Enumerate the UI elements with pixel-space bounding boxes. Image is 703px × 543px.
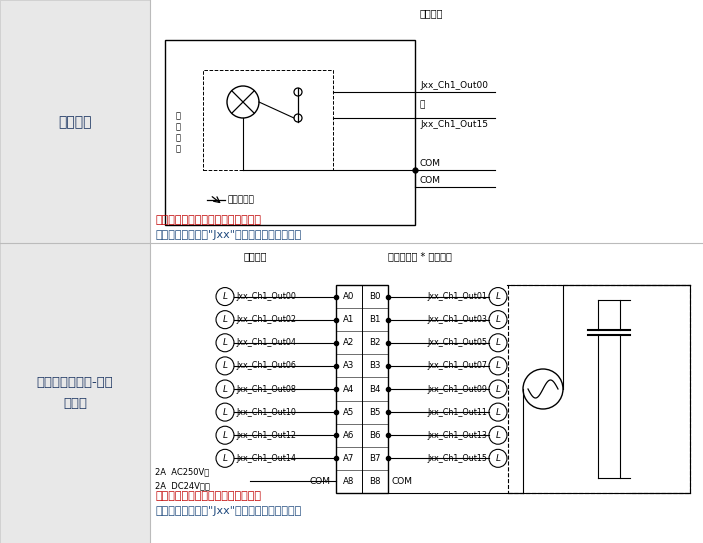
Text: A2: A2 <box>343 338 355 348</box>
Text: 2A  AC250V、: 2A AC250V、 <box>155 467 209 476</box>
Text: 输出指示灯: 输出指示灯 <box>228 195 255 205</box>
Text: Jxx_Ch1_Out15: Jxx_Ch1_Out15 <box>420 120 488 129</box>
Text: COM: COM <box>420 176 441 185</box>
Text: 连接器针脚 * 信号名称: 连接器针脚 * 信号名称 <box>388 251 452 261</box>
Text: 外部连接和端子-设备
变量图: 外部连接和端子-设备 变量图 <box>37 376 113 410</box>
Text: 2A  DC24V以下: 2A DC24V以下 <box>155 481 210 490</box>
Text: 端子的信号名称是设备的变量名称。: 端子的信号名称是设备的变量名称。 <box>155 491 261 501</box>
Bar <box>165 40 415 225</box>
Text: B8: B8 <box>369 477 381 486</box>
Text: Jxx_Ch1_Out08: Jxx_Ch1_Out08 <box>236 384 296 394</box>
Text: Jxx_Ch1_Out03: Jxx_Ch1_Out03 <box>427 315 487 324</box>
Text: Jxx_Ch1_Out00: Jxx_Ch1_Out00 <box>420 81 488 90</box>
Text: Jxx_Ch1_Out10: Jxx_Ch1_Out10 <box>236 408 296 416</box>
Text: L: L <box>223 431 228 440</box>
Text: Jxx_Ch1_Out02: Jxx_Ch1_Out02 <box>236 315 296 324</box>
Text: L: L <box>496 362 501 370</box>
Text: L: L <box>496 431 501 440</box>
Text: Jxx_Ch1_Out13: Jxx_Ch1_Out13 <box>427 431 487 440</box>
Text: B6: B6 <box>369 431 381 440</box>
Text: Jxx_Ch1_Out14: Jxx_Ch1_Out14 <box>236 454 296 463</box>
Text: B1: B1 <box>369 315 381 324</box>
Text: Jxx_Ch1_Out04: Jxx_Ch1_Out04 <box>236 338 296 348</box>
Text: L: L <box>223 384 228 394</box>
Text: 至: 至 <box>420 100 425 110</box>
Text: A0: A0 <box>343 292 355 301</box>
Text: Jxx_Ch1_Out01: Jxx_Ch1_Out01 <box>427 292 487 301</box>
Text: L: L <box>223 454 228 463</box>
Bar <box>0 0 150 543</box>
Text: A7: A7 <box>343 454 355 463</box>
Text: A6: A6 <box>343 431 355 440</box>
Text: Jxx_Ch1_Out11: Jxx_Ch1_Out11 <box>427 408 487 416</box>
Bar <box>508 285 690 493</box>
Text: L: L <box>496 338 501 348</box>
Text: 设备变量名称是将"Jxx"用作设备名称的名称。: 设备变量名称是将"Jxx"用作设备名称的名称。 <box>155 230 302 240</box>
Text: 设备变量名称是将"Jxx"用作设备名称的名称。: 设备变量名称是将"Jxx"用作设备名称的名称。 <box>155 506 302 516</box>
Text: L: L <box>496 408 501 416</box>
Text: A8: A8 <box>343 477 355 486</box>
Text: L: L <box>496 315 501 324</box>
Bar <box>150 0 703 243</box>
Text: Jxx_Ch1_Out05: Jxx_Ch1_Out05 <box>427 338 487 348</box>
Text: A5: A5 <box>343 408 355 416</box>
Text: 信号名称: 信号名称 <box>420 8 444 18</box>
Bar <box>150 243 703 543</box>
Text: L: L <box>223 408 228 416</box>
Text: L: L <box>496 384 501 394</box>
Text: 信号名称: 信号名称 <box>243 251 266 261</box>
Text: 回路配置: 回路配置 <box>58 115 92 129</box>
Text: COM: COM <box>420 159 441 168</box>
Text: 端子的信号名称是设备的变量名称。: 端子的信号名称是设备的变量名称。 <box>155 215 261 225</box>
Text: COM: COM <box>392 477 413 486</box>
Text: Jxx_Ch1_Out15: Jxx_Ch1_Out15 <box>427 454 487 463</box>
Bar <box>203 70 333 170</box>
Text: B0: B0 <box>369 292 381 301</box>
Text: B3: B3 <box>369 362 381 370</box>
Text: L: L <box>223 362 228 370</box>
Text: A1: A1 <box>343 315 355 324</box>
Text: Jxx_Ch1_Out12: Jxx_Ch1_Out12 <box>236 431 296 440</box>
Text: Jxx_Ch1_Out09: Jxx_Ch1_Out09 <box>427 384 487 394</box>
Text: A3: A3 <box>343 362 355 370</box>
Text: Jxx_Ch1_Out00: Jxx_Ch1_Out00 <box>236 292 296 301</box>
Text: COM: COM <box>310 477 331 486</box>
Text: B7: B7 <box>369 454 381 463</box>
Text: L: L <box>223 315 228 324</box>
Text: B2: B2 <box>369 338 381 348</box>
Bar <box>336 285 388 493</box>
Text: L: L <box>496 292 501 301</box>
Text: L: L <box>223 338 228 348</box>
Text: 内
部
回
路: 内 部 回 路 <box>176 111 181 154</box>
Text: Jxx_Ch1_Out06: Jxx_Ch1_Out06 <box>236 362 296 370</box>
Text: L: L <box>496 454 501 463</box>
Text: B5: B5 <box>369 408 381 416</box>
Text: L: L <box>223 292 228 301</box>
Text: Jxx_Ch1_Out07: Jxx_Ch1_Out07 <box>427 362 487 370</box>
Text: A4: A4 <box>343 384 355 394</box>
Text: B4: B4 <box>369 384 381 394</box>
